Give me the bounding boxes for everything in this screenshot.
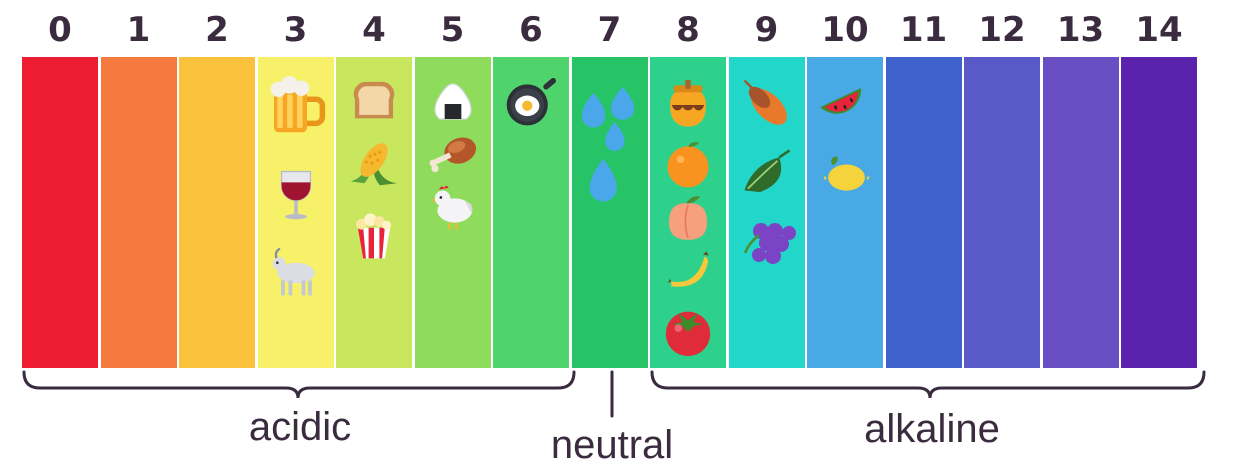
peach-icon: [661, 193, 715, 249]
watermelon-icon: [813, 81, 877, 137]
ph-number-2: 2: [205, 10, 229, 50]
goat-icon: [265, 245, 327, 305]
ph-strip-12: [964, 57, 1040, 368]
ph-strip-14: [1121, 57, 1197, 368]
sweet-potato-icon: [739, 75, 795, 135]
water-drops-icon: [576, 81, 644, 225]
ph-number-5: 5: [440, 10, 465, 50]
beer-mug-icon: [263, 75, 329, 145]
ph-number-11: 11: [899, 10, 948, 50]
ph-strip-10: [807, 57, 883, 368]
neutral-label: neutral: [550, 423, 674, 467]
ph-strip-5: [414, 57, 491, 368]
alkaline-label: alkaline: [864, 407, 1000, 451]
ph-strip-11: [885, 57, 962, 368]
ph-number-9: 9: [754, 10, 779, 50]
wine-glass-icon: [269, 165, 323, 229]
ph-number-0: 0: [48, 10, 72, 50]
ph-strip-1: [100, 57, 177, 368]
banana-icon: [661, 243, 715, 297]
ph-number-14: 14: [1135, 10, 1183, 50]
ph-number-12: 12: [978, 10, 1026, 50]
ph-strip-13: [1042, 57, 1119, 368]
ph-number-10: 10: [821, 10, 869, 50]
ph-strip-9: [728, 57, 805, 368]
grapes-icon: [735, 213, 799, 277]
leafy-green-icon: [738, 147, 796, 203]
ph-number-1: 1: [126, 10, 151, 50]
ph-number-3: 3: [283, 10, 308, 50]
tomato-icon: [658, 301, 718, 363]
ph-strip-2: [179, 57, 255, 368]
ph-number-7: 7: [597, 10, 622, 50]
ph-number-4: 4: [362, 10, 386, 50]
lemon-icon: [816, 153, 874, 203]
ph-number-8: 8: [676, 10, 700, 50]
ph-strip-7: [571, 57, 648, 368]
orange-icon: [660, 137, 716, 197]
ph-strip-4: [336, 57, 412, 368]
ph-number-6: 6: [519, 10, 543, 50]
ph-strip-6: [493, 57, 569, 368]
acidic-label: acidic: [248, 405, 352, 449]
poultry-leg-icon: [418, 129, 488, 187]
fried-egg-pan-icon: [499, 75, 563, 135]
popcorn-icon: [347, 207, 401, 267]
ph-number-13: 13: [1056, 10, 1105, 50]
bread-icon: [345, 75, 403, 131]
rice-ball-icon: [427, 79, 479, 133]
corn-icon: [345, 133, 403, 195]
ph-strip-8: [650, 57, 726, 368]
honey-pot-icon: [661, 77, 715, 137]
ph-strip-0: [22, 57, 98, 368]
chicken-icon: [424, 181, 482, 237]
ph-strip-3: [257, 57, 334, 368]
